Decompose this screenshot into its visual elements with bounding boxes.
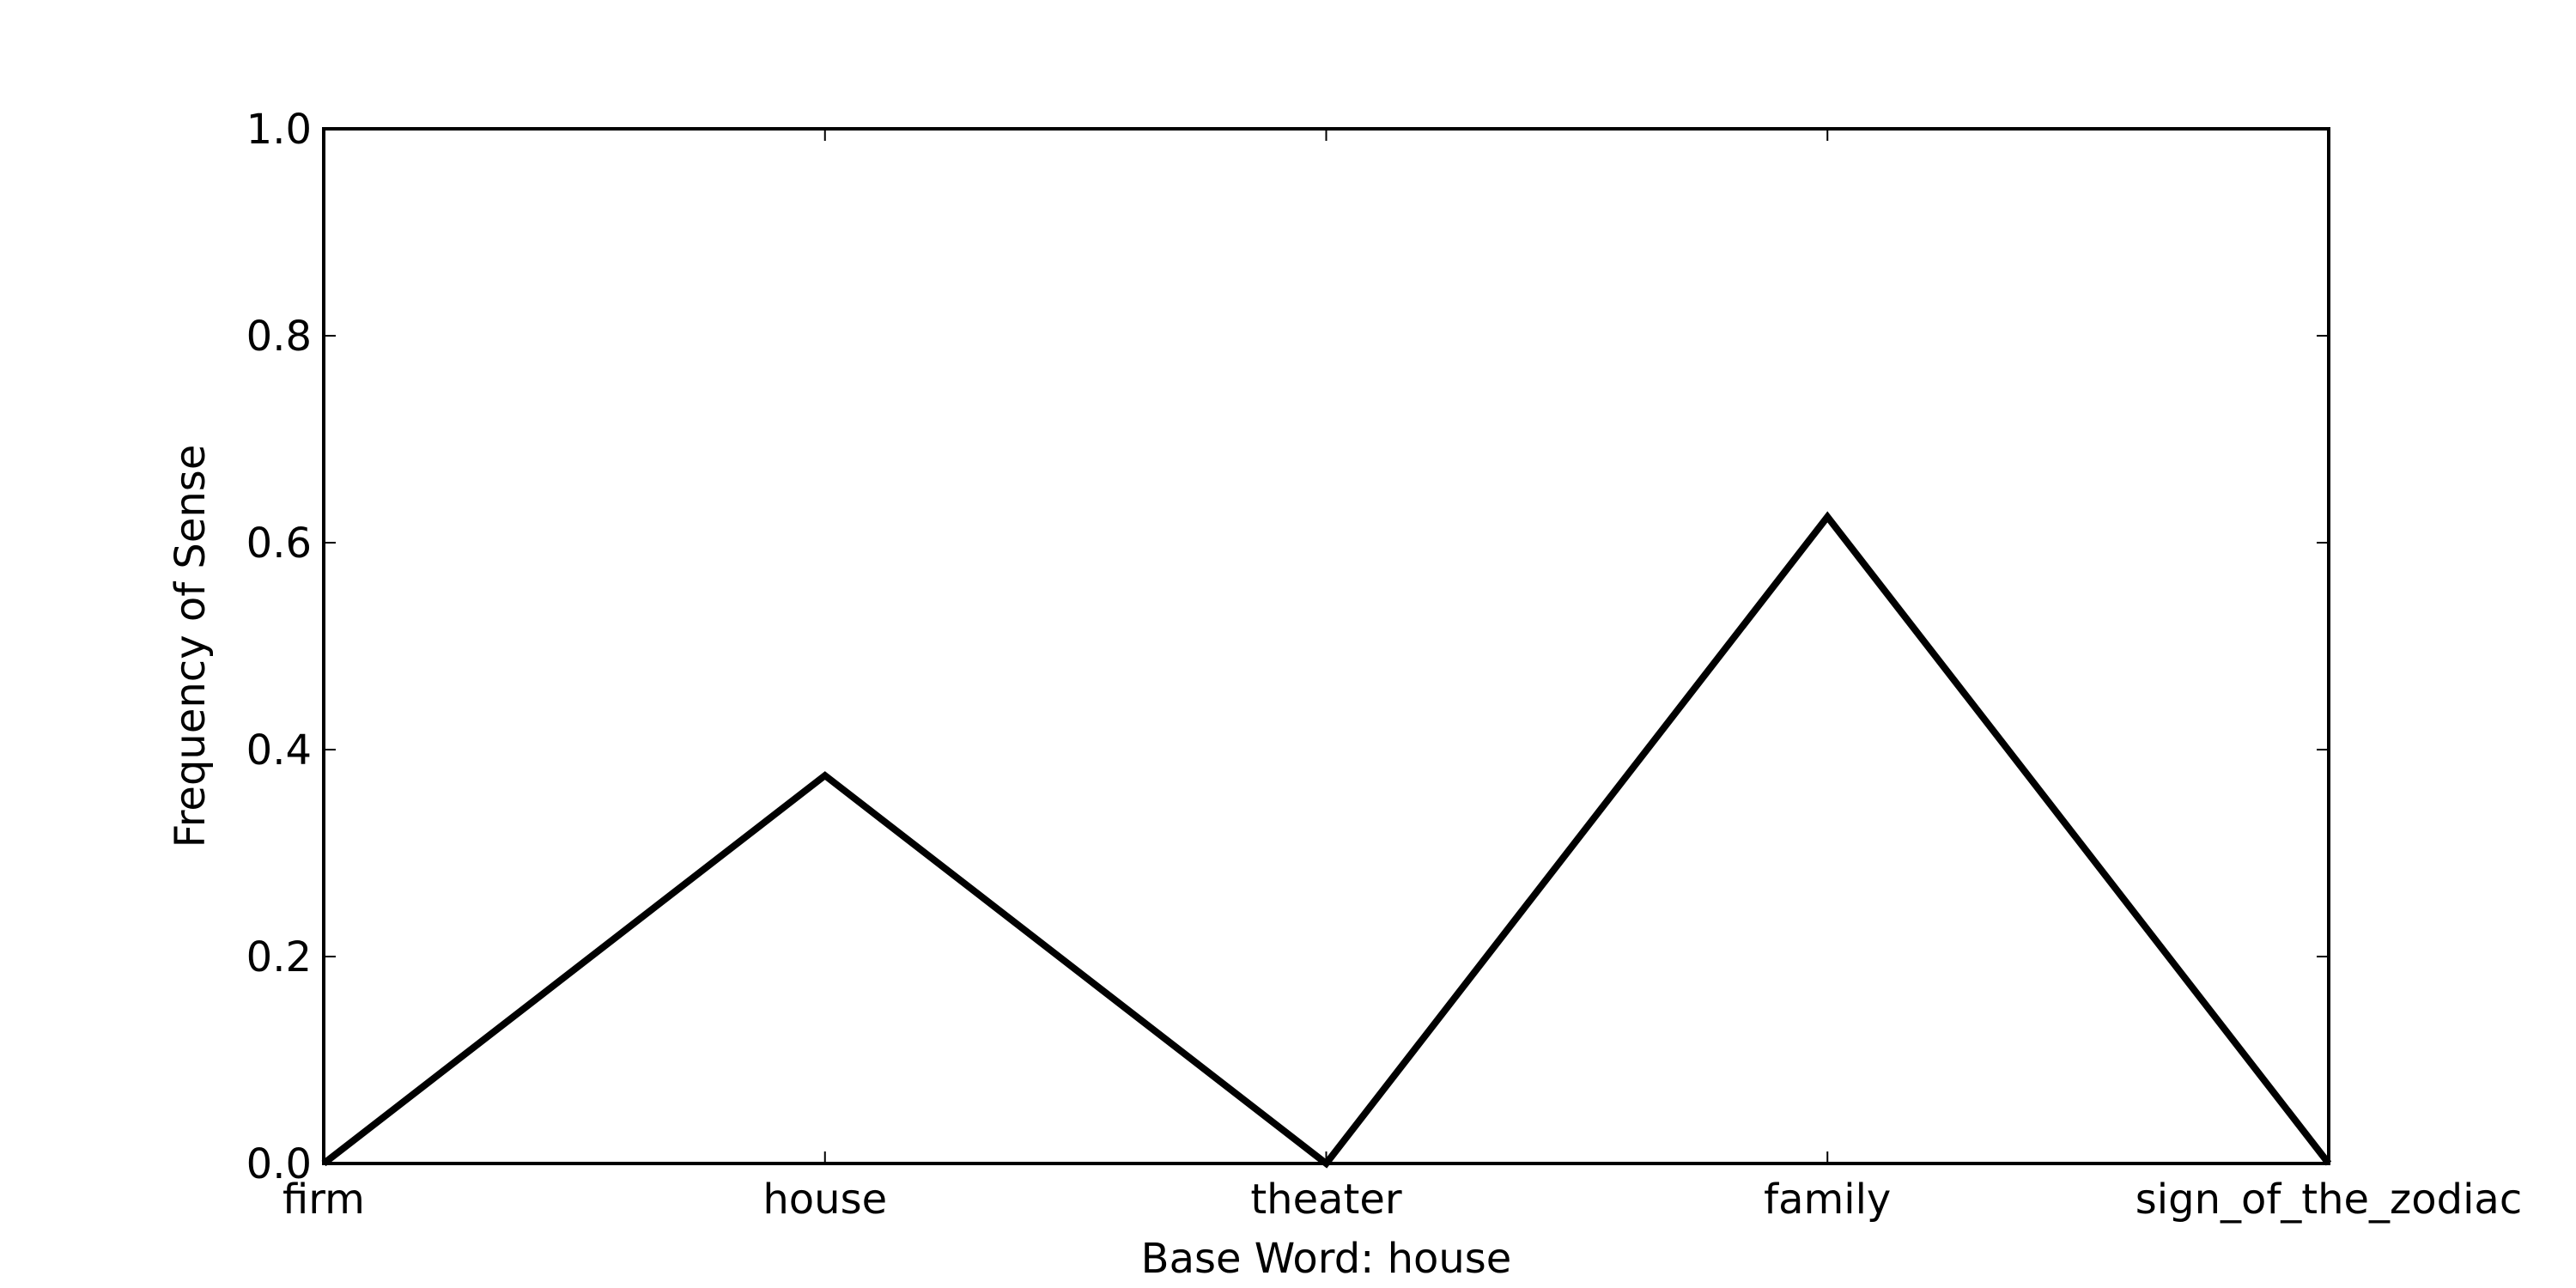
- x-tick-labels: firm house theater family sign_of_the_zodiac: [283, 1176, 2522, 1224]
- y-tick-label: 1.0: [246, 106, 312, 154]
- plot-frame: [322, 127, 2330, 1165]
- y-tick-label: 0.8: [246, 313, 312, 361]
- x-tick-label: sign_of_the_zodiac: [2136, 1176, 2522, 1224]
- x-tick-label: house: [762, 1176, 887, 1224]
- y-tick-labels: 0.0 0.2 0.4 0.6 0.8 1.0: [246, 106, 312, 1188]
- x-axis-label: Base Word: house: [1141, 1235, 1512, 1283]
- x-tick-label: family: [1764, 1176, 1891, 1224]
- series-line: [321, 511, 2332, 1169]
- tick-marks: [323, 128, 2330, 1164]
- y-tick-label: 0.4: [246, 726, 312, 775]
- y-tick-label: 0.0: [246, 1140, 312, 1188]
- y-axis-label: Frequency of Sense: [167, 445, 215, 848]
- series-layer: [321, 511, 2332, 1169]
- y-tick-label: 0.6: [246, 519, 312, 568]
- y-tick-label: 0.2: [246, 933, 312, 981]
- x-tick-label: firm: [283, 1176, 365, 1224]
- x-tick-label: theater: [1250, 1176, 1402, 1224]
